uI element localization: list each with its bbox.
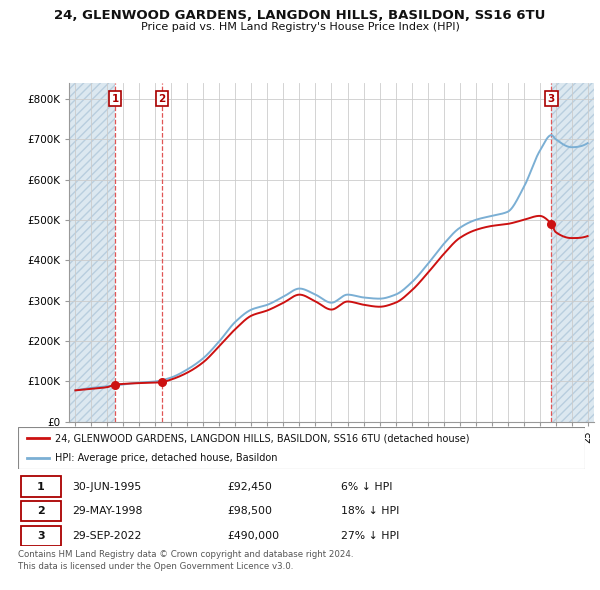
Text: 1: 1 xyxy=(112,94,119,104)
Text: 24, GLENWOOD GARDENS, LANGDON HILLS, BASILDON, SS16 6TU: 24, GLENWOOD GARDENS, LANGDON HILLS, BAS… xyxy=(55,9,545,22)
Text: 30-JUN-1995: 30-JUN-1995 xyxy=(72,482,141,491)
Bar xyxy=(551,83,594,422)
Text: 1: 1 xyxy=(37,482,44,491)
Text: 6% ↓ HPI: 6% ↓ HPI xyxy=(341,482,392,491)
Text: 27% ↓ HPI: 27% ↓ HPI xyxy=(341,531,400,541)
Text: 3: 3 xyxy=(37,531,44,541)
Text: 3: 3 xyxy=(548,94,555,104)
Text: 2: 2 xyxy=(37,506,44,516)
FancyBboxPatch shape xyxy=(21,526,61,546)
Text: Price paid vs. HM Land Registry's House Price Index (HPI): Price paid vs. HM Land Registry's House … xyxy=(140,22,460,32)
FancyBboxPatch shape xyxy=(21,477,61,497)
Text: Contains HM Land Registry data © Crown copyright and database right 2024.
This d: Contains HM Land Registry data © Crown c… xyxy=(18,550,353,571)
FancyBboxPatch shape xyxy=(21,501,61,522)
Text: 29-SEP-2022: 29-SEP-2022 xyxy=(72,531,141,541)
Text: £490,000: £490,000 xyxy=(228,531,280,541)
Text: 24, GLENWOOD GARDENS, LANGDON HILLS, BASILDON, SS16 6TU (detached house): 24, GLENWOOD GARDENS, LANGDON HILLS, BAS… xyxy=(55,434,469,444)
Text: HPI: Average price, detached house, Basildon: HPI: Average price, detached house, Basi… xyxy=(55,454,277,463)
Text: 2: 2 xyxy=(158,94,166,104)
Text: £92,450: £92,450 xyxy=(228,482,272,491)
Text: 29-MAY-1998: 29-MAY-1998 xyxy=(72,506,142,516)
Text: £98,500: £98,500 xyxy=(228,506,273,516)
FancyBboxPatch shape xyxy=(18,427,585,469)
Text: 18% ↓ HPI: 18% ↓ HPI xyxy=(341,506,400,516)
Bar xyxy=(69,83,115,422)
